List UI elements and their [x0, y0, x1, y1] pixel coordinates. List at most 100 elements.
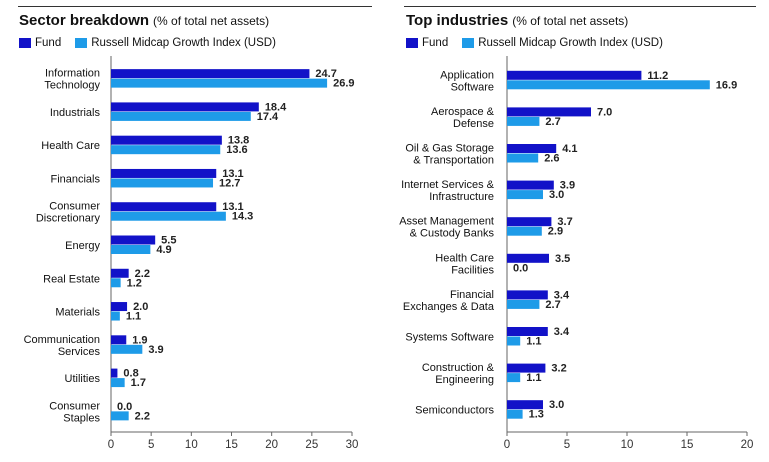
bar-fund	[111, 235, 156, 245]
data-label-fund: 4.1	[562, 143, 577, 155]
bar-index	[111, 211, 226, 221]
bar-index	[111, 378, 125, 388]
bar-fund	[507, 290, 548, 300]
chart-title-main: Sector breakdown	[19, 12, 150, 29]
bar-fund	[111, 102, 259, 112]
bar-fund	[111, 335, 127, 345]
data-label-index: 13.6	[226, 144, 247, 156]
x-tick-label: 5	[148, 439, 154, 451]
category-label-line: Consumer	[49, 201, 100, 213]
category-label: Construction & Engineering	[422, 362, 495, 386]
bar-index	[111, 245, 151, 254]
data-label-index: 17.4	[257, 111, 279, 123]
x-tick-label: 25	[305, 439, 318, 451]
chart-legend: Fund Russell Midcap Growth Index (USD)	[19, 37, 290, 49]
x-tick-label: 0	[504, 439, 510, 451]
data-label-fund: 0.0	[117, 401, 132, 413]
category-label-line: Internet Services &	[401, 179, 495, 191]
category-label-line: Defense	[453, 118, 494, 130]
chart-subtitle: (% of total net assets)	[512, 14, 629, 28]
bar-fund	[111, 202, 217, 212]
bar-fund	[111, 302, 128, 312]
category-label-line: Exchanges & Data	[403, 301, 495, 313]
data-label-index: 2.6	[544, 153, 559, 165]
bar-index	[111, 145, 221, 155]
data-label-fund: 3.4	[554, 289, 570, 301]
data-label-index: 0.0	[513, 262, 528, 274]
data-label-index: 3.0	[549, 189, 564, 201]
data-label-fund: 11.2	[647, 70, 668, 82]
category-label-line: Infrastructure	[429, 191, 494, 203]
bar-index	[507, 226, 542, 236]
category-label-line: Technology	[44, 80, 100, 92]
category-label: Energy	[65, 240, 100, 252]
bar-fund	[111, 135, 222, 145]
category-label: Financials	[50, 173, 100, 185]
x-tick-label: 0	[108, 439, 114, 451]
bar-fund	[507, 107, 591, 117]
legend-label-index: Russell Midcap Growth Index (USD)	[478, 37, 663, 49]
chart-legend: Fund Russell Midcap Growth Index (USD)	[406, 37, 677, 49]
legend-label-fund: Fund	[35, 37, 62, 49]
bar-index	[507, 409, 523, 419]
category-label-line: Communication	[24, 334, 100, 346]
data-label-fund: 13.1	[222, 168, 243, 180]
x-tick-label: 20	[265, 439, 278, 451]
x-tick-label: 30	[346, 439, 359, 451]
bar-fund	[507, 70, 642, 80]
category-label-line: Semiconductors	[415, 405, 494, 417]
bar-fund	[507, 253, 549, 263]
bar-fund	[507, 180, 554, 190]
data-label-index: 1.1	[126, 311, 141, 323]
chart-subtitle: (% of total net assets)	[153, 14, 270, 28]
data-label-fund: 3.9	[560, 180, 575, 192]
data-label-fund: 2.2	[135, 268, 150, 280]
category-label-line: Construction &	[422, 362, 495, 374]
legend-swatch-fund	[406, 38, 418, 48]
top-rule	[404, 6, 756, 7]
data-label-fund: 7.0	[597, 106, 612, 118]
legend-label-index: Russell Midcap Growth Index (USD)	[91, 37, 276, 49]
data-label-fund: 13.1	[222, 201, 243, 213]
category-label: Materials	[55, 307, 100, 319]
category-label: Industrials	[50, 107, 101, 119]
data-label-index: 16.9	[716, 79, 737, 91]
category-label-line: Information	[45, 68, 100, 80]
category-label: Health Care	[41, 140, 100, 152]
bar-index	[507, 116, 540, 126]
category-label-line: Facilities	[451, 264, 494, 276]
category-label-line: Application	[440, 69, 494, 81]
data-label-fund: 13.8	[228, 135, 249, 147]
data-label-index: 1.2	[127, 277, 142, 289]
bar-index	[111, 311, 120, 321]
category-label: Information Technology	[44, 68, 100, 92]
category-label-line: Asset Management	[399, 216, 494, 228]
category-label-line: Systems Software	[405, 332, 494, 344]
bar-index	[111, 78, 328, 88]
data-label-fund: 3.7	[557, 216, 572, 228]
category-label-line: Utilities	[65, 373, 101, 385]
data-label-fund: 3.2	[551, 363, 566, 375]
data-label-index: 1.3	[529, 409, 544, 421]
bar-fund	[507, 217, 552, 227]
data-label-index: 1.1	[526, 372, 541, 384]
category-label: Aerospace & Defense	[431, 106, 495, 130]
data-label-index: 2.2	[135, 410, 150, 422]
bar-index	[111, 178, 214, 188]
x-tick-label: 10	[185, 439, 198, 451]
legend-item-fund: Fund	[406, 37, 448, 49]
category-label: Communication Services	[24, 334, 101, 358]
bar-index	[111, 411, 129, 421]
data-label-index: 1.1	[526, 336, 541, 348]
bar-fund	[111, 168, 217, 178]
category-label: Real Estate	[43, 273, 100, 285]
category-label-line: Financials	[50, 173, 100, 185]
x-tick-label: 10	[621, 439, 634, 451]
category-label-line: Engineering	[435, 374, 494, 386]
data-label-index: 3.9	[148, 344, 163, 356]
bar-fund	[507, 327, 548, 336]
bar-fund	[111, 69, 310, 79]
data-label-index: 2.7	[545, 116, 560, 128]
legend-swatch-index	[75, 38, 88, 48]
